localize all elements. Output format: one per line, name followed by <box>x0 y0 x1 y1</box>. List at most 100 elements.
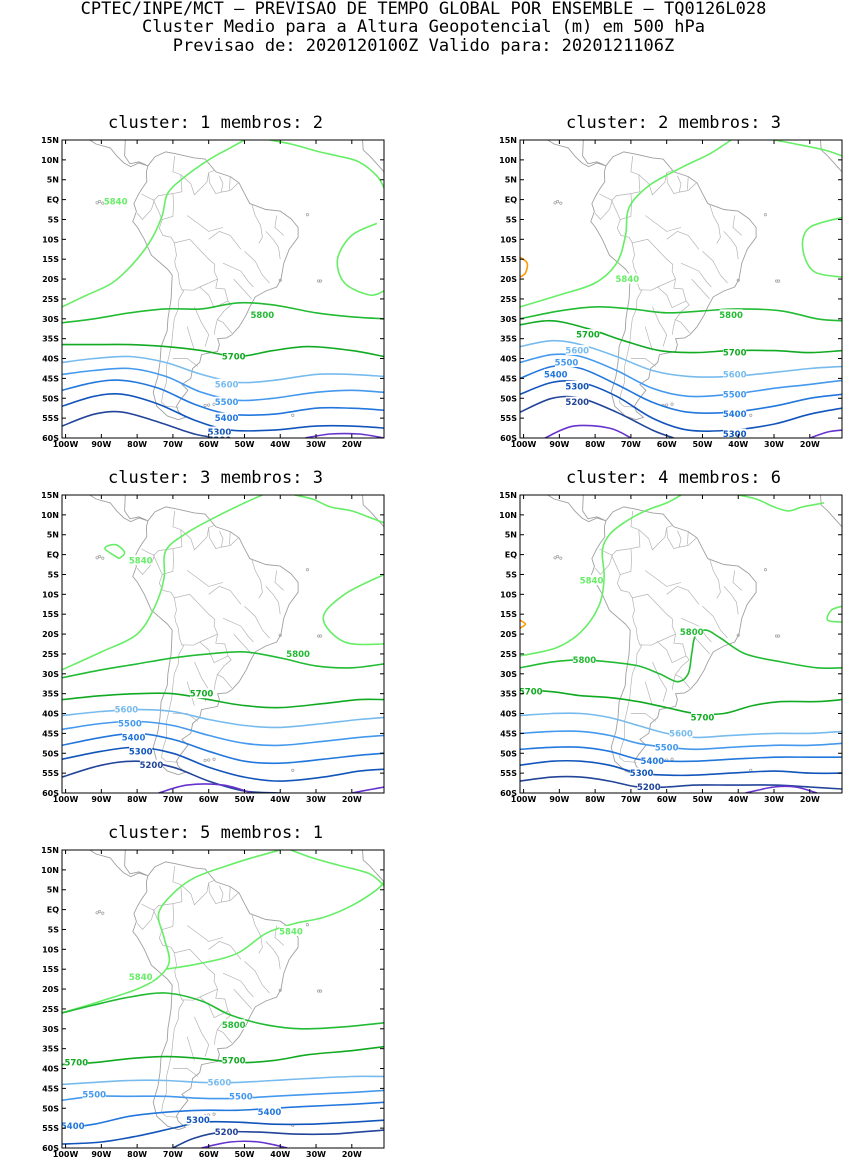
lat-tick-label: 15N <box>499 136 517 145</box>
lon-tick-label: 80W <box>127 1150 147 1158</box>
lat-tick-label: 15S <box>42 610 59 619</box>
contour-line <box>520 619 527 629</box>
lon-tick-label: 60W <box>657 795 677 804</box>
lon-tick-label: 30W <box>306 795 326 804</box>
lon-tick-label: 100W <box>53 440 79 449</box>
contour-line <box>520 256 529 278</box>
country-border <box>208 941 242 960</box>
lon-tick-label: 90W <box>91 795 111 804</box>
country-border <box>611 193 631 220</box>
island <box>212 1112 216 1116</box>
country-border <box>265 586 281 615</box>
country-border <box>652 661 668 702</box>
island <box>98 910 102 914</box>
country-border <box>233 988 252 1010</box>
country-border <box>666 172 697 195</box>
contour-line <box>801 216 842 278</box>
coastline-south-america <box>590 506 757 776</box>
contour-line <box>520 746 842 763</box>
lat-tick-label: 10S <box>42 235 59 244</box>
panel-2-title: cluster: 2 membros: 3 <box>566 113 781 133</box>
contour-label-bg <box>565 345 589 356</box>
country-border <box>172 713 199 722</box>
contour-label: 5800 <box>680 628 704 638</box>
country-border <box>219 885 224 903</box>
country-border <box>680 262 712 288</box>
contour-label-bg <box>139 759 163 770</box>
contour-line <box>520 759 842 777</box>
country-border <box>687 531 689 545</box>
country-border <box>244 961 270 994</box>
island <box>559 556 563 560</box>
contour-label: 5500 <box>555 359 579 369</box>
contour-label-bg <box>250 309 274 320</box>
lon-tick-label: 70W <box>621 440 641 449</box>
island <box>278 988 282 992</box>
contour-label: 5800 <box>286 650 310 660</box>
contour-label: 5400 <box>215 414 239 424</box>
country-border <box>208 172 239 195</box>
island <box>763 568 767 572</box>
island <box>207 403 211 407</box>
contour-line <box>62 708 384 729</box>
lon-tick-label: 30W <box>764 795 784 804</box>
contour-label: 5400 <box>258 1108 282 1118</box>
contour-label: 5400 <box>61 1122 85 1132</box>
country-border <box>194 1016 210 1057</box>
contour-label-bg <box>615 273 639 284</box>
country-border <box>229 176 231 190</box>
lat-tick-label: 60S <box>42 434 59 443</box>
panel-4-title: cluster: 4 membros: 6 <box>566 468 781 488</box>
contour-line <box>62 650 384 679</box>
contour-label: 5840 <box>279 927 303 937</box>
contour-line <box>62 732 384 765</box>
country-border <box>244 606 270 639</box>
contour-label: 5200 <box>208 436 232 446</box>
coastline-central-america <box>546 495 607 523</box>
header-line-1: CPTEC/INPE/MCT – PREVISAO DE TEMPO GLOBA… <box>80 0 767 19</box>
map-frame <box>61 494 385 794</box>
country-border <box>180 880 215 906</box>
island <box>556 555 560 559</box>
contour-label: 5600 <box>723 370 747 380</box>
contour-label: 5300 <box>129 747 153 757</box>
lat-tick-label: 25S <box>42 650 59 659</box>
lat-tick-label: 15N <box>41 846 59 855</box>
country-border <box>644 570 682 587</box>
country-border <box>687 176 689 190</box>
header-line-2: Cluster Medio para a Altura Geopotencial… <box>142 17 705 37</box>
island <box>101 201 105 205</box>
contour-label: 5400 <box>122 733 146 743</box>
country-border <box>666 527 697 550</box>
country-border <box>158 510 185 763</box>
lat-tick-label: 10S <box>500 590 517 599</box>
lat-tick-label: 20S <box>42 275 59 284</box>
lat-tick-label: 10N <box>499 156 517 165</box>
lat-tick-label: 45S <box>42 374 59 383</box>
contour-label-bg <box>258 1106 282 1117</box>
country-border <box>644 215 682 232</box>
contour-label-bg <box>555 357 579 368</box>
lon-tick-label: 70W <box>621 795 641 804</box>
country-border <box>194 306 210 347</box>
lat-tick-label: 55S <box>42 1124 59 1133</box>
lat-tick-label: 15S <box>500 610 517 619</box>
contour-line <box>158 783 252 793</box>
country-border <box>222 617 254 643</box>
country-border <box>222 262 254 288</box>
country-border <box>153 548 173 575</box>
contour-line <box>351 786 384 793</box>
lat-tick-label: 10N <box>41 866 59 875</box>
lon-tick-label: 100W <box>53 795 79 804</box>
lat-tick-label: 50S <box>42 394 59 403</box>
country-border <box>251 913 263 954</box>
country-border <box>691 278 710 300</box>
lat-tick-label: 35S <box>42 1045 59 1054</box>
country-border <box>186 215 224 232</box>
lat-tick-label: 30S <box>42 315 59 324</box>
lon-tick-label: 40W <box>270 1150 290 1158</box>
contour-label: 5600 <box>565 347 589 357</box>
contour-label-bg <box>544 368 568 379</box>
contour-label-bg <box>207 434 231 438</box>
country-border <box>709 558 721 599</box>
